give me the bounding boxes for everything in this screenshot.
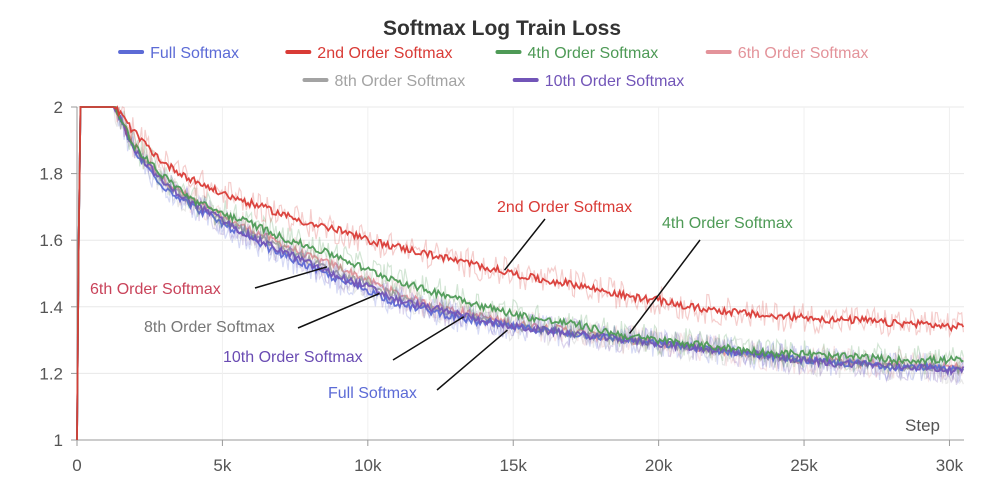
annotation-leader-8th-order-softmax xyxy=(297,292,380,329)
annotation-leader-6th-order-softmax xyxy=(254,266,328,289)
series-line-4th-order-softmax xyxy=(76,106,964,441)
y-tick-label-1-6: 1.6 xyxy=(39,231,63,250)
axes: 1 1.2 1.4 1.6 1.8 2 0 5k 10k 15k 20k 25k 30k xyxy=(39,98,964,475)
annotation-label-8th-order-softmax: 8th Order Softmax xyxy=(144,319,275,336)
x-tick-label-25k: 25k xyxy=(790,456,818,475)
series-band-10th-order-softmax xyxy=(76,106,964,441)
annotation-2nd-order-softmax: 2nd Order Softmax xyxy=(497,199,632,271)
y-tick-label-2: 2 xyxy=(54,98,63,117)
legend-item-full-softmax[interactable]: Full Softmax xyxy=(118,45,239,62)
series-band-2nd-order-softmax xyxy=(76,106,964,441)
series-layer xyxy=(76,105,965,441)
x-tick-label-15k: 15k xyxy=(500,456,528,475)
annotations: 2nd Order Softmax 4th Order Softmax 6th Or… xyxy=(90,199,793,402)
annotation-6th-order-softmax: 6th Order Softmax xyxy=(90,266,328,298)
chart-title: Softmax Log Train Loss xyxy=(383,17,621,40)
x-tick-label-20k: 20k xyxy=(645,456,673,475)
legend-label-2nd-order-softmax: 2nd Order Softmax xyxy=(317,45,452,62)
legend-item-2nd-order-softmax[interactable]: 2nd Order Softmax xyxy=(285,45,452,62)
legend-label-6th-order-softmax: 6th Order Softmax xyxy=(738,45,869,62)
annotation-label-10th-order-softmax: 10th Order Softmax xyxy=(223,349,363,366)
legend-label-10th-order-softmax: 10th Order Softmax xyxy=(545,73,685,90)
annotation-label-full-softmax: Full Softmax xyxy=(328,385,417,402)
series-6th-order-softmax xyxy=(76,106,964,441)
legend: Full Softmax 2nd Order Softmax 4th Order S… xyxy=(118,45,869,90)
x-axis-label: Step xyxy=(905,416,940,435)
legend-item-6th-order-softmax[interactable]: 6th Order Softmax xyxy=(705,45,869,62)
annotation-leader-2nd-order-softmax xyxy=(503,218,546,271)
annotation-8th-order-softmax: 8th Order Softmax xyxy=(144,292,380,336)
legend-item-4th-order-softmax[interactable]: 4th Order Softmax xyxy=(495,45,659,62)
series-band-4th-order-softmax xyxy=(76,106,964,441)
annotation-leader-full-softmax xyxy=(436,329,508,391)
y-tick-label-1-4: 1.4 xyxy=(39,298,63,317)
x-tick-label-30k: 30k xyxy=(936,456,964,475)
annotation-label-6th-order-softmax: 6th Order Softmax xyxy=(90,281,221,298)
annotation-label-2nd-order-softmax: 2nd Order Softmax xyxy=(497,199,632,216)
annotation-leader-4th-order-softmax xyxy=(628,239,701,334)
grid xyxy=(77,106,964,441)
series-8th-order-softmax xyxy=(76,106,965,441)
series-4th-order-softmax xyxy=(76,106,964,441)
annotation-full-softmax: Full Softmax xyxy=(328,329,508,402)
series-band-full-softmax xyxy=(76,106,964,441)
y-tick-label-1-8: 1.8 xyxy=(39,165,63,184)
y-tick-label-1-2: 1.2 xyxy=(39,364,63,383)
series-line-10th-order-softmax xyxy=(76,106,965,441)
y-tick-label-1: 1 xyxy=(54,431,63,450)
legend-label-4th-order-softmax: 4th Order Softmax xyxy=(528,45,659,62)
legend-label-full-softmax: Full Softmax xyxy=(150,45,239,62)
x-tick-label-5k: 5k xyxy=(213,456,231,475)
annotation-leader-10th-order-softmax xyxy=(392,316,465,361)
annotation-label-4th-order-softmax: 4th Order Softmax xyxy=(662,215,793,232)
legend-label-8th-order-softmax: 8th Order Softmax xyxy=(335,73,466,90)
series-full-softmax xyxy=(76,106,964,441)
x-tick-label-0: 0 xyxy=(72,456,81,475)
series-line-6th-order-softmax xyxy=(76,106,964,441)
series-band-6th-order-softmax xyxy=(76,106,964,441)
series-2nd-order-softmax xyxy=(76,105,965,441)
series-band-8th-order-softmax xyxy=(76,106,964,441)
series-line-8th-order-softmax xyxy=(76,106,965,441)
annotation-4th-order-softmax: 4th Order Softmax xyxy=(628,215,793,334)
legend-item-8th-order-softmax[interactable]: 8th Order Softmax xyxy=(302,73,466,90)
series-line-full-softmax xyxy=(76,106,964,441)
x-tick-label-10k: 10k xyxy=(354,456,382,475)
legend-item-10th-order-softmax[interactable]: 10th Order Softmax xyxy=(512,73,685,90)
series-10th-order-softmax xyxy=(76,106,965,441)
series-line-2nd-order-softmax xyxy=(76,105,965,441)
annotation-10th-order-softmax: 10th Order Softmax xyxy=(223,316,465,366)
